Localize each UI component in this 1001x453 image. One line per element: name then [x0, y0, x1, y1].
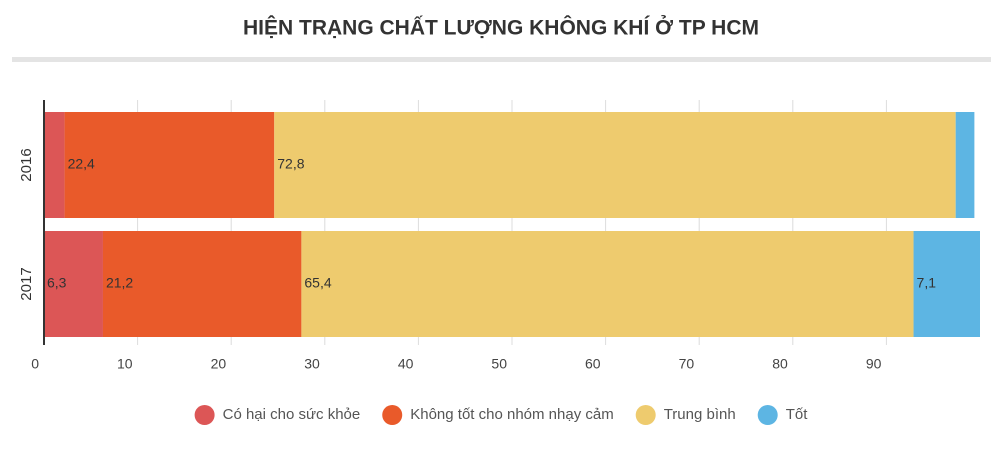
value-label: 72,8 — [277, 156, 304, 172]
x-tick-label: 30 — [304, 356, 320, 372]
x-tick-label: 40 — [398, 356, 414, 372]
legend-marker — [194, 405, 215, 425]
value-label: 7,1 — [917, 275, 937, 291]
bar-segment — [301, 231, 914, 337]
y-category-label: 2016 — [18, 148, 35, 181]
legend-marker — [635, 405, 656, 425]
bar-segment — [102, 231, 302, 337]
value-label: 65,4 — [304, 275, 331, 291]
legend-marker — [757, 405, 778, 425]
value-label: 21,2 — [106, 275, 133, 291]
legend-label: Trung bình — [664, 406, 736, 423]
bar-segment — [955, 112, 975, 218]
x-tick-label: 60 — [585, 356, 601, 372]
bar-segment — [274, 112, 956, 218]
x-tick-label: 50 — [491, 356, 507, 372]
bar-segment — [44, 112, 65, 218]
value-label: 6,3 — [47, 275, 67, 291]
x-tick-label: 70 — [679, 356, 695, 372]
x-tick-label: 80 — [772, 356, 788, 372]
legend-marker — [382, 405, 403, 425]
chart-title: HIỆN TRẠNG CHẤT LƯỢNG KHÔNG KHÍ Ở TP HCM — [243, 16, 759, 40]
legend-label: Không tốt cho nhóm nhạy cảm — [410, 406, 613, 423]
legend-label: Có hại cho sức khỏe — [223, 406, 361, 423]
bar-segment — [44, 231, 103, 337]
legend-label: Tốt — [786, 406, 809, 423]
bar-segment — [913, 231, 980, 337]
title-rule — [12, 57, 991, 62]
bar-segment — [64, 112, 275, 218]
x-tick-label: 90 — [866, 356, 882, 372]
x-tick-label: 20 — [211, 356, 227, 372]
x-tick-label: 0 — [31, 356, 39, 372]
x-tick-label: 10 — [117, 356, 133, 372]
y-category-label: 2017 — [18, 267, 35, 300]
value-label: 22,4 — [68, 156, 95, 172]
